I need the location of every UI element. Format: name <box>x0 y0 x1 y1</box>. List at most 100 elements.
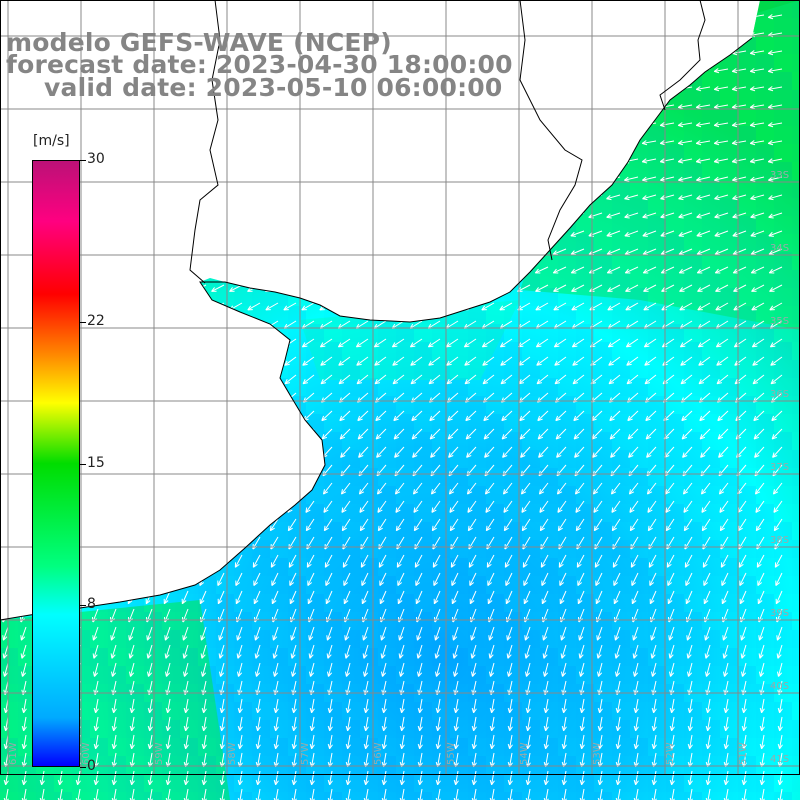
grid-cell <box>594 738 612 756</box>
grid-cell <box>792 558 800 576</box>
grid-cell <box>270 702 288 720</box>
grid-cell <box>414 702 432 720</box>
grid-cell <box>540 648 558 666</box>
grid-cell <box>306 702 324 720</box>
grid-cell <box>450 756 468 774</box>
grid-cell <box>648 504 666 522</box>
valid-date: valid date: 2023-05-10 06:00:00 <box>44 73 503 102</box>
wind-arrow <box>732 212 747 219</box>
grid-cell <box>450 738 468 756</box>
grid-cell <box>792 126 800 144</box>
grid-cell <box>558 306 576 324</box>
grid-cell <box>108 720 126 738</box>
grid-cell <box>612 666 630 684</box>
grid-cell <box>594 360 612 378</box>
wind-arrow <box>768 176 783 182</box>
wind-arrow <box>715 338 729 348</box>
grid-cell <box>720 774 738 792</box>
grid-cell <box>666 558 684 576</box>
wind-arrow <box>211 284 225 292</box>
wind-arrow <box>391 338 405 348</box>
colorbar-tick <box>80 160 86 161</box>
lon-label: 51W <box>738 742 749 765</box>
grid-cell <box>774 630 792 648</box>
grid-cell <box>486 378 504 396</box>
grid-cell <box>648 396 666 414</box>
wind-arrow <box>697 338 711 348</box>
grid-cell <box>540 522 558 540</box>
grid-cell <box>342 468 360 486</box>
grid-cell <box>378 792 396 800</box>
wind-arrow <box>356 374 369 385</box>
grid-cell <box>756 72 774 90</box>
grid-cell <box>486 540 504 558</box>
wind-arrow <box>769 302 783 311</box>
wind-arrow <box>714 212 729 219</box>
grid-cell <box>324 558 342 576</box>
grid-cell <box>162 756 180 774</box>
grid-cell <box>702 360 720 378</box>
wind-arrow <box>731 122 747 128</box>
wind-arrow <box>731 68 747 74</box>
grid-cell <box>216 720 234 738</box>
wind-zone-plata <box>300 300 520 380</box>
grid-cell <box>792 414 800 432</box>
grid-cell <box>378 342 396 360</box>
wind-arrow <box>661 284 675 292</box>
grid-cell <box>594 198 612 216</box>
wind-arrow <box>643 338 657 348</box>
grid-cell <box>774 180 792 198</box>
grid-cell <box>324 522 342 540</box>
wind-arrow <box>751 302 765 311</box>
grid-cell <box>306 720 324 738</box>
grid-cell <box>702 288 720 306</box>
wind-arrow <box>302 356 315 366</box>
grid-cell <box>468 504 486 522</box>
wind-arrow <box>660 176 675 182</box>
grid-cell <box>684 630 702 648</box>
grid-cell <box>252 720 270 738</box>
grid-cell <box>558 414 576 432</box>
grid-cell <box>576 270 594 288</box>
grid-cell <box>540 702 558 720</box>
wind-arrow <box>678 176 693 182</box>
grid-cell <box>234 558 252 576</box>
grid-cell <box>324 468 342 486</box>
grid-cell <box>540 792 558 800</box>
grid-cell <box>180 666 198 684</box>
wind-arrow <box>374 374 387 385</box>
grid-cell <box>306 774 324 792</box>
grid-cell <box>612 486 630 504</box>
grid-cell <box>648 756 666 774</box>
grid-cell <box>486 720 504 738</box>
grid-cell <box>720 378 738 396</box>
grid-cell <box>450 468 468 486</box>
grid-cell <box>702 666 720 684</box>
grid-cell <box>630 414 648 432</box>
lat-label: 36S <box>770 389 789 400</box>
wind-arrow <box>427 338 441 348</box>
grid-cell <box>792 18 800 36</box>
grid-cell <box>684 738 702 756</box>
wind-arrow <box>482 374 495 385</box>
grid-cell <box>522 558 540 576</box>
grid-cell <box>774 270 792 288</box>
grid-cell <box>666 522 684 540</box>
wind-arrow <box>571 338 585 348</box>
grid-cell <box>612 396 630 414</box>
grid-cell <box>324 360 342 378</box>
grid-cell <box>396 702 414 720</box>
grid-cell <box>558 360 576 378</box>
grid-cell <box>666 414 684 432</box>
grid-cell <box>270 756 288 774</box>
grid-cell <box>90 774 108 792</box>
lon-label: 59W <box>154 742 165 765</box>
grid-cell <box>630 486 648 504</box>
grid-cell <box>504 630 522 648</box>
wind-arrow <box>659 140 675 146</box>
grid-cell <box>414 468 432 486</box>
grid-cell <box>738 522 756 540</box>
grid-cell <box>468 432 486 450</box>
grid-cell <box>774 648 792 666</box>
grid-cell <box>522 630 540 648</box>
